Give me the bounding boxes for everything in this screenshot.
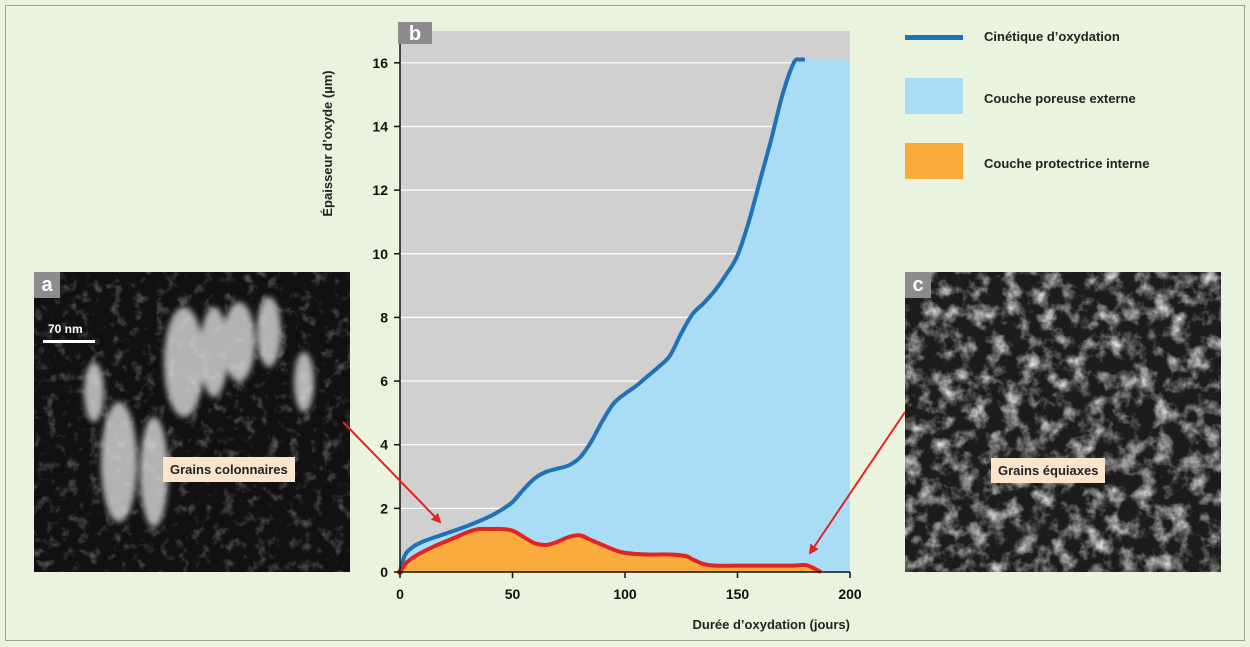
x-axis-label: Durée d’oxydation (jours)	[693, 617, 850, 632]
micrograph-c-image	[905, 272, 1221, 572]
y-tick-label: 10	[372, 246, 388, 262]
legend-label: Couche poreuse externe	[984, 91, 1136, 106]
y-tick-label: 14	[372, 118, 388, 134]
legend-label: Cinétique d’oxydation	[984, 29, 1120, 44]
micrograph-equiaxed-grains: c Grains équiaxes	[905, 272, 1221, 572]
y-tick-label: 12	[372, 182, 388, 198]
arrow-to-columnar	[342, 421, 442, 524]
x-tick-label: 200	[838, 586, 862, 602]
arrow-to-equiaxed	[808, 411, 906, 555]
equiaxed-grains-label: Grains équiaxes	[991, 458, 1106, 483]
panel-letter-a: a	[34, 272, 60, 298]
y-tick-label: 6	[380, 373, 388, 389]
scale-bar-label: 70 nm	[48, 322, 83, 336]
protective-layer-boundary-line	[398, 526, 822, 574]
legend-swatch-protective-layer	[905, 143, 963, 179]
micrograph-columnar-grains: a 70 nm Grains colonnaires	[34, 272, 350, 572]
oxidation-kinetics-line	[398, 57, 806, 573]
y-tick-label: 0	[380, 564, 388, 580]
y-tick-label: 2	[380, 500, 388, 516]
x-tick-label: 150	[726, 586, 750, 602]
micrograph-a-image	[34, 272, 350, 572]
y-tick-label: 8	[380, 309, 388, 325]
x-tick-label: 0	[396, 586, 404, 602]
panel-letter-b-box	[398, 22, 432, 44]
x-tick-label: 100	[613, 586, 637, 602]
porous-layer-area	[400, 59, 850, 572]
legend-swatch-porous-layer	[905, 78, 963, 114]
panel-letter-b: b	[409, 23, 421, 45]
panel-letter-c: c	[905, 272, 931, 298]
y-axis-label: Épaisseur d’oxyde (µm)	[320, 70, 335, 216]
legend-label: Couche protectrice interne	[984, 156, 1150, 171]
x-tick-label: 50	[505, 586, 521, 602]
y-tick-label: 16	[372, 55, 388, 71]
columnar-grains-label: Grains colonnaires	[163, 457, 295, 482]
y-tick-label: 4	[380, 437, 388, 453]
legend-swatch-kinetics-line	[905, 35, 963, 40]
